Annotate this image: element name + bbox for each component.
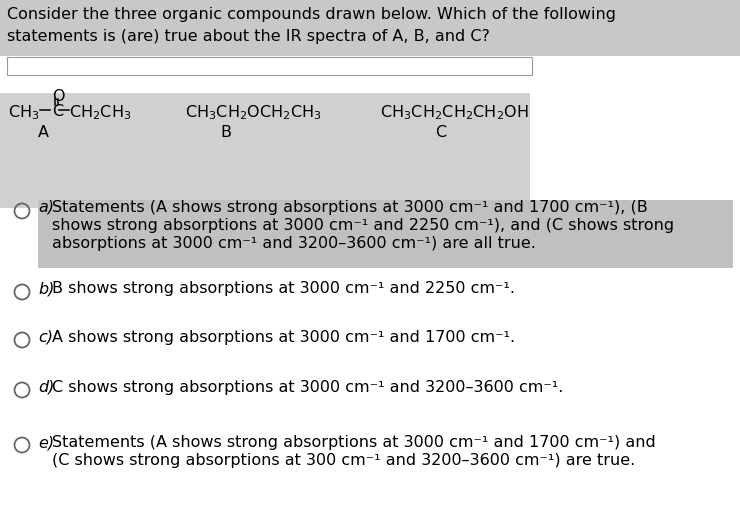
Text: Consider the three organic compounds drawn below. Which of the following: Consider the three organic compounds dra… <box>7 7 616 22</box>
Text: $\mathregular{CH_3CH_2CH_2CH_2OH}$: $\mathregular{CH_3CH_2CH_2CH_2OH}$ <box>380 103 529 121</box>
Text: $\mathregular{O}$: $\mathregular{O}$ <box>52 88 66 104</box>
Bar <box>0 93 530 208</box>
Text: $\mathregular{CH_3}$: $\mathregular{CH_3}$ <box>8 103 39 121</box>
Text: Statements (​A shows strong absorptions at 3000 cm⁻¹ and 1700 cm⁻¹) and: Statements (​A shows strong absorptions … <box>52 435 656 450</box>
Text: shows strong absorptions at 3000 cm⁻¹ and 2250 cm⁻¹), and (​C shows strong: shows strong absorptions at 3000 cm⁻¹ an… <box>52 218 674 233</box>
Bar <box>0 0 740 56</box>
Text: e): e) <box>38 435 54 450</box>
Text: A: A <box>38 125 49 140</box>
Text: B: B <box>220 125 231 140</box>
Text: absorptions at 3000 cm⁻¹ and 3200–3600 cm⁻¹) are all true.: absorptions at 3000 cm⁻¹ and 3200–3600 c… <box>52 236 536 251</box>
Text: c): c) <box>38 330 53 345</box>
Text: a): a) <box>38 200 54 215</box>
Text: statements is (are) true about the IR spectra of A, B, and C?: statements is (are) true about the IR sp… <box>7 29 490 44</box>
Bar <box>7 57 532 75</box>
Text: $\mathregular{C}$: $\mathregular{C}$ <box>52 103 64 119</box>
Text: ​C shows strong absorptions at 3000 cm⁻¹ and 3200–3600 cm⁻¹.: ​C shows strong absorptions at 3000 cm⁻¹… <box>52 380 563 395</box>
Text: d): d) <box>38 380 54 395</box>
Text: ​B shows strong absorptions at 3000 cm⁻¹ and 2250 cm⁻¹.: ​B shows strong absorptions at 3000 cm⁻¹… <box>52 281 515 296</box>
Text: $\mathregular{CH_3CH_2OCH_2CH_3}$: $\mathregular{CH_3CH_2OCH_2CH_3}$ <box>185 103 322 121</box>
Text: ​A shows strong absorptions at 3000 cm⁻¹ and 1700 cm⁻¹.: ​A shows strong absorptions at 3000 cm⁻¹… <box>52 330 515 345</box>
Text: C: C <box>435 125 446 140</box>
Bar <box>38 200 733 268</box>
Text: b): b) <box>38 281 54 296</box>
Text: $\mathregular{CH_2CH_3}$: $\mathregular{CH_2CH_3}$ <box>69 103 132 121</box>
Text: (​C shows strong absorptions at 300 cm⁻¹ and 3200–3600 cm⁻¹) are true.: (​C shows strong absorptions at 300 cm⁻¹… <box>52 453 635 468</box>
Text: Statements (​A shows strong absorptions at 3000 cm⁻¹ and 1700 cm⁻¹), (​B: Statements (​A shows strong absorptions … <box>52 200 647 215</box>
